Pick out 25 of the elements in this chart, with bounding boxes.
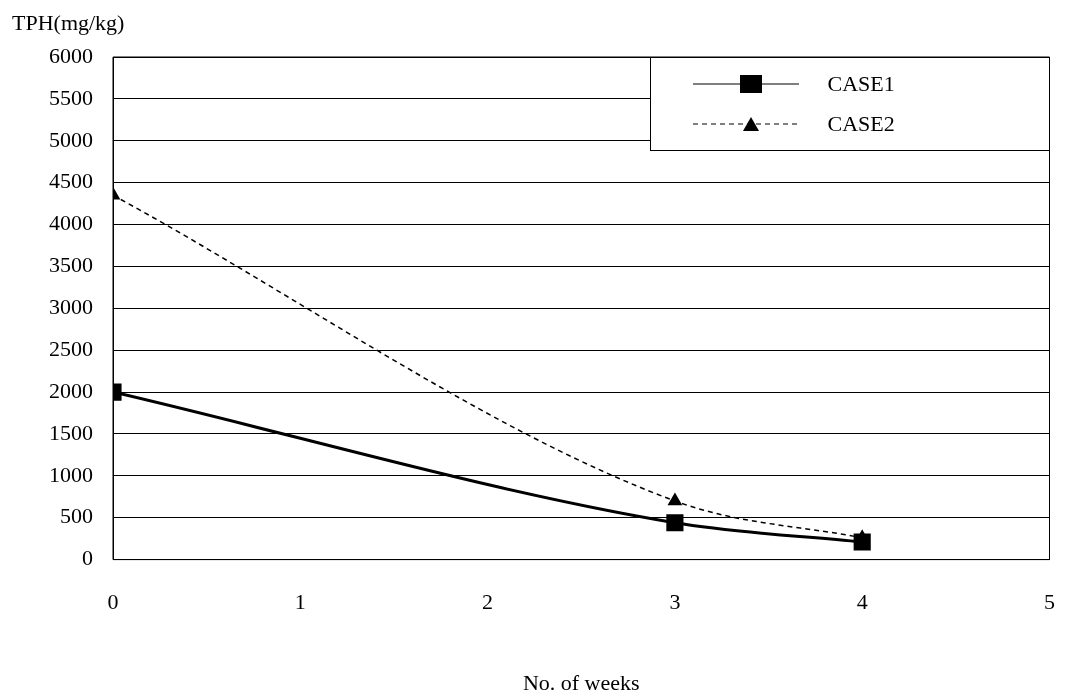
x-tick-label: 0: [107, 588, 119, 614]
y-tick-label: 0: [82, 545, 93, 571]
y-tick-label: 500: [60, 503, 93, 529]
y-axis-title: TPH(mg/kg): [12, 10, 125, 35]
y-tick-label: 2500: [49, 335, 93, 361]
x-axis-title: No. of weeks: [522, 670, 640, 695]
y-tick-label: 3500: [49, 252, 93, 278]
y-tick-label: 4000: [49, 210, 93, 236]
legend-label: CASE2: [827, 111, 895, 137]
y-tick-label: 6000: [49, 42, 93, 68]
x-tick-label: 3: [669, 588, 681, 614]
point: [666, 514, 684, 532]
x-tick-label: 5: [1044, 588, 1055, 614]
y-tick-label: 5500: [49, 84, 93, 110]
y-tick-label: 5000: [49, 126, 93, 152]
y-tick-label: 3000: [49, 294, 93, 320]
x-tick-label: 2: [482, 588, 494, 614]
x-tick-label: 1: [294, 588, 306, 614]
y-tick-label: 1500: [49, 419, 93, 445]
legend-label: CASE1: [827, 71, 895, 97]
y-tick-label: 2000: [49, 377, 93, 403]
x-tick-label: 4: [856, 588, 868, 614]
y-tick-label: 1000: [49, 461, 93, 487]
y-tick-label: 4500: [49, 168, 93, 194]
point: [668, 493, 682, 506]
